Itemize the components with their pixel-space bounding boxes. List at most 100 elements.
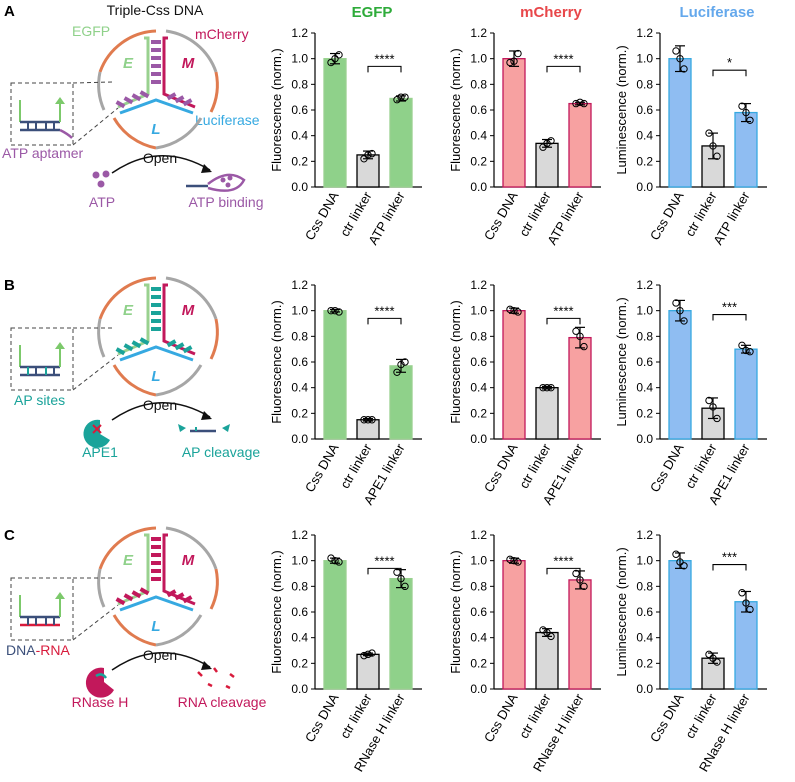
data-point [364,416,372,424]
y-tick-label: 0.4 [291,381,308,395]
bar [502,560,526,690]
y-tick-label: 0.8 [636,579,653,593]
chart-b-mcherry: 0.0 0.2 0.4 0.6 0.8 1.0 1.2 Fluorescence (norm.… [448,278,601,507]
significance-bracket [367,567,402,575]
significance-bracket [367,317,402,325]
significance-bracket [712,313,747,321]
trigger-label-c-rna: -RNA [36,642,71,658]
data-point [506,58,514,67]
y-axis-label: Fluorescence (norm.) [269,300,284,424]
data-point [672,550,680,558]
column-title-luciferase: Luciferase [679,4,754,21]
egfp-label: EGFP [72,23,110,39]
data-point [401,93,409,101]
y-tick-label: 0.8 [291,329,308,343]
zoom-box-c [10,577,119,641]
chart-a-egfp: 0.0 0.2 0.4 0.6 0.8 1.0 1.2 Fluorescence (norm.… [269,26,422,247]
data-point [572,327,580,335]
y-tick-label: 0.2 [470,406,487,420]
input-label-c: RNase H [72,694,129,710]
y-tick-label: 0.6 [636,605,653,619]
y-tick-label: 1.2 [470,278,487,292]
schematic-a: EGFP mCherry Luciferase [2,23,263,210]
y-tick-label: 0.0 [636,432,653,446]
y-tick-label: 0.0 [470,682,487,696]
bar [668,310,692,440]
y-tick-label: 1.2 [291,26,308,40]
data-point [713,414,721,423]
significance-label: **** [553,553,573,568]
x-tick-label: Css DNA [481,691,521,745]
data-point [680,317,688,325]
y-tick-label: 0.0 [291,432,308,446]
bar [323,310,347,440]
y-tick-label: 0.6 [470,605,487,619]
significance-bracket [546,567,581,575]
column-title-mcherry: mCherry [520,4,582,21]
data-point [572,569,580,578]
data-point [580,99,588,108]
data-point [738,102,746,110]
open-label-b: Open [143,397,177,413]
y-axis-label: Luminescence (norm.) [614,45,629,174]
y-tick-label: 0.2 [291,656,308,670]
bar [535,387,559,440]
y-tick-label: 1.0 [636,52,653,66]
data-point [510,556,518,565]
panel-label-b: B [4,277,15,294]
data-point [360,416,368,424]
letter-m: M [182,55,195,72]
y-tick-label: 0.8 [470,579,487,593]
data-point [572,99,580,108]
data-point [543,139,551,148]
y-tick-label: 0.0 [636,180,653,194]
data-point [709,654,717,662]
data-point [547,383,555,392]
data-point [331,306,339,315]
y-axis-label: Fluorescence (norm.) [448,550,463,674]
y-tick-label: 0.4 [291,129,308,143]
data-point [335,51,343,59]
data-point [543,628,551,637]
data-point [676,306,684,315]
y-tick-label: 0.4 [470,129,487,143]
charts: 0.0 0.2 0.4 0.6 0.8 1.0 1.2 Fluorescence (norm.… [269,26,767,774]
data-point [397,93,405,101]
trigger-label-b: AP sites [14,392,65,408]
bar [356,154,380,188]
y-axis-label: Luminescence (norm.) [614,297,629,426]
x-tick-label: Css DNA [647,441,687,495]
y-tick-label: 0.4 [636,631,653,645]
significance-label: **** [374,303,394,318]
data-point [713,658,721,666]
data-point [364,151,372,159]
y-tick-label: 0.2 [291,406,308,420]
y-tick-label: 0.8 [291,77,308,91]
x-tick-label: Css DNA [481,189,521,243]
bar [668,58,692,188]
x-tick-label: Css DNA [302,691,342,745]
significance-bracket [367,65,402,73]
chart-c-egfp: 0.0 0.2 0.4 0.6 0.8 1.0 1.2 Fluorescence (norm.… [269,528,422,774]
y-tick-label: 0.4 [470,381,487,395]
y-tick-label: 0.6 [291,103,308,117]
bar [568,579,592,690]
x-tick-label: Css DNA [647,189,687,243]
x-tick-label: Css DNA [302,189,342,243]
data-point [539,626,547,634]
data-point [576,332,584,341]
atp-binding-aptamer [186,173,246,192]
data-point [514,308,522,316]
y-tick-label: 1.2 [470,26,487,40]
open-label-c: Open [143,647,177,663]
data-point [393,96,401,104]
data-point [547,137,555,145]
panel-label-c: C [4,527,15,544]
output-label-c: RNA cleavage [178,694,267,710]
open-label-a: Open [143,150,177,166]
chart-a-luciferase: 0.0 0.2 0.4 0.6 0.8 1.0 1.2 Luminescence (norm.… [614,26,767,247]
data-point [680,562,688,570]
panel-label-a: A [4,3,15,20]
data-point [364,650,372,659]
